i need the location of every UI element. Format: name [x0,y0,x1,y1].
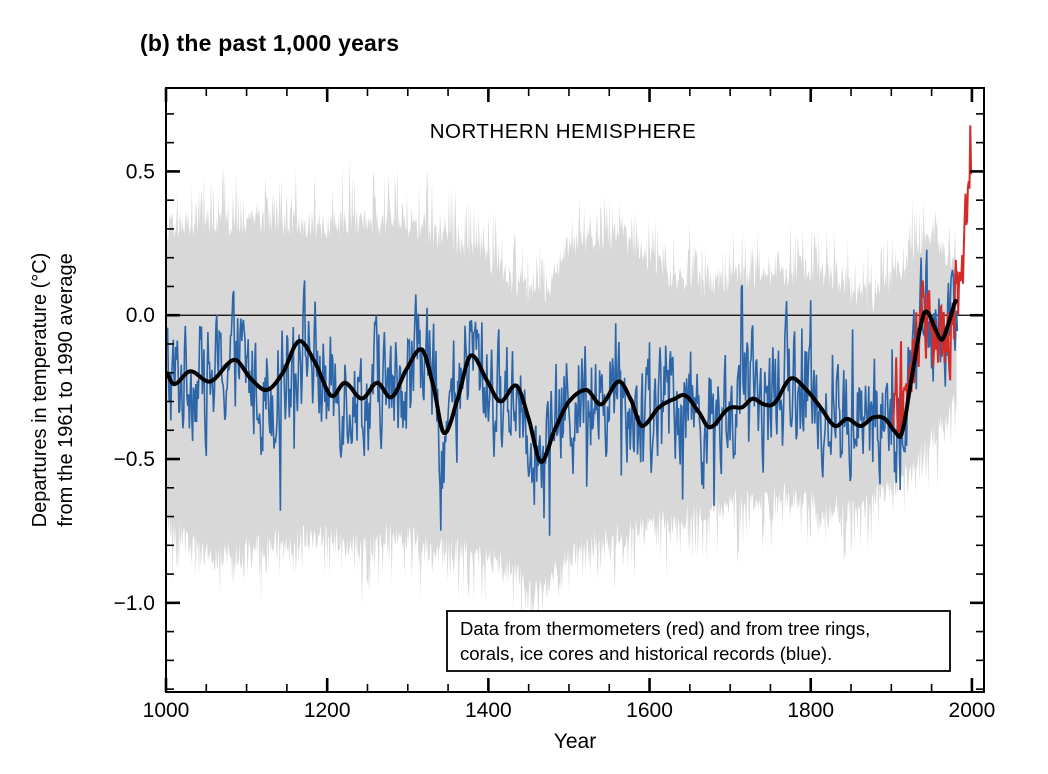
x-tick-label: 1200 [304,699,351,722]
y-axis-title-line1: Departures in temperature (°C) [29,253,51,528]
legend-text-line1: Data from thermometers (red) and from tr… [460,618,870,639]
axis-ticks [164,88,984,692]
x-tick-label: 1400 [465,699,512,722]
y-tick-label: 0.0 [126,304,155,327]
x-tick-labels: 1000 1200 1400 1600 1800 2000 [143,699,996,722]
plot-series-group [166,125,984,631]
legend-box: Data from thermometers (red) and from tr… [446,610,951,672]
x-axis-title: Year [554,730,596,753]
y-tick-label: 0.5 [126,160,155,183]
x-tick-label: 1600 [626,699,673,722]
x-tick-label: 1800 [787,699,834,722]
figure-title: (b) the past 1,000 years [140,30,400,56]
plot-frame [165,87,985,693]
hemisphere-annotation: NORTHERN HEMISPHERE [430,120,697,143]
y-tick-labels: 0.5 0.0 −0.5 −1.0 [114,160,155,614]
x-tick-label: 2000 [949,699,996,722]
y-tick-label: −0.5 [114,448,155,471]
smoothed-40yr-line [166,298,958,464]
x-tick-label: 1000 [143,699,190,722]
legend-text-line2: corals, ice cores and historical records… [460,643,832,664]
y-axis-title-line2: from the 1961 to 1990 average [55,253,77,527]
instrumental-annual-line [891,125,973,438]
y-tick-label: −1.0 [114,592,155,615]
